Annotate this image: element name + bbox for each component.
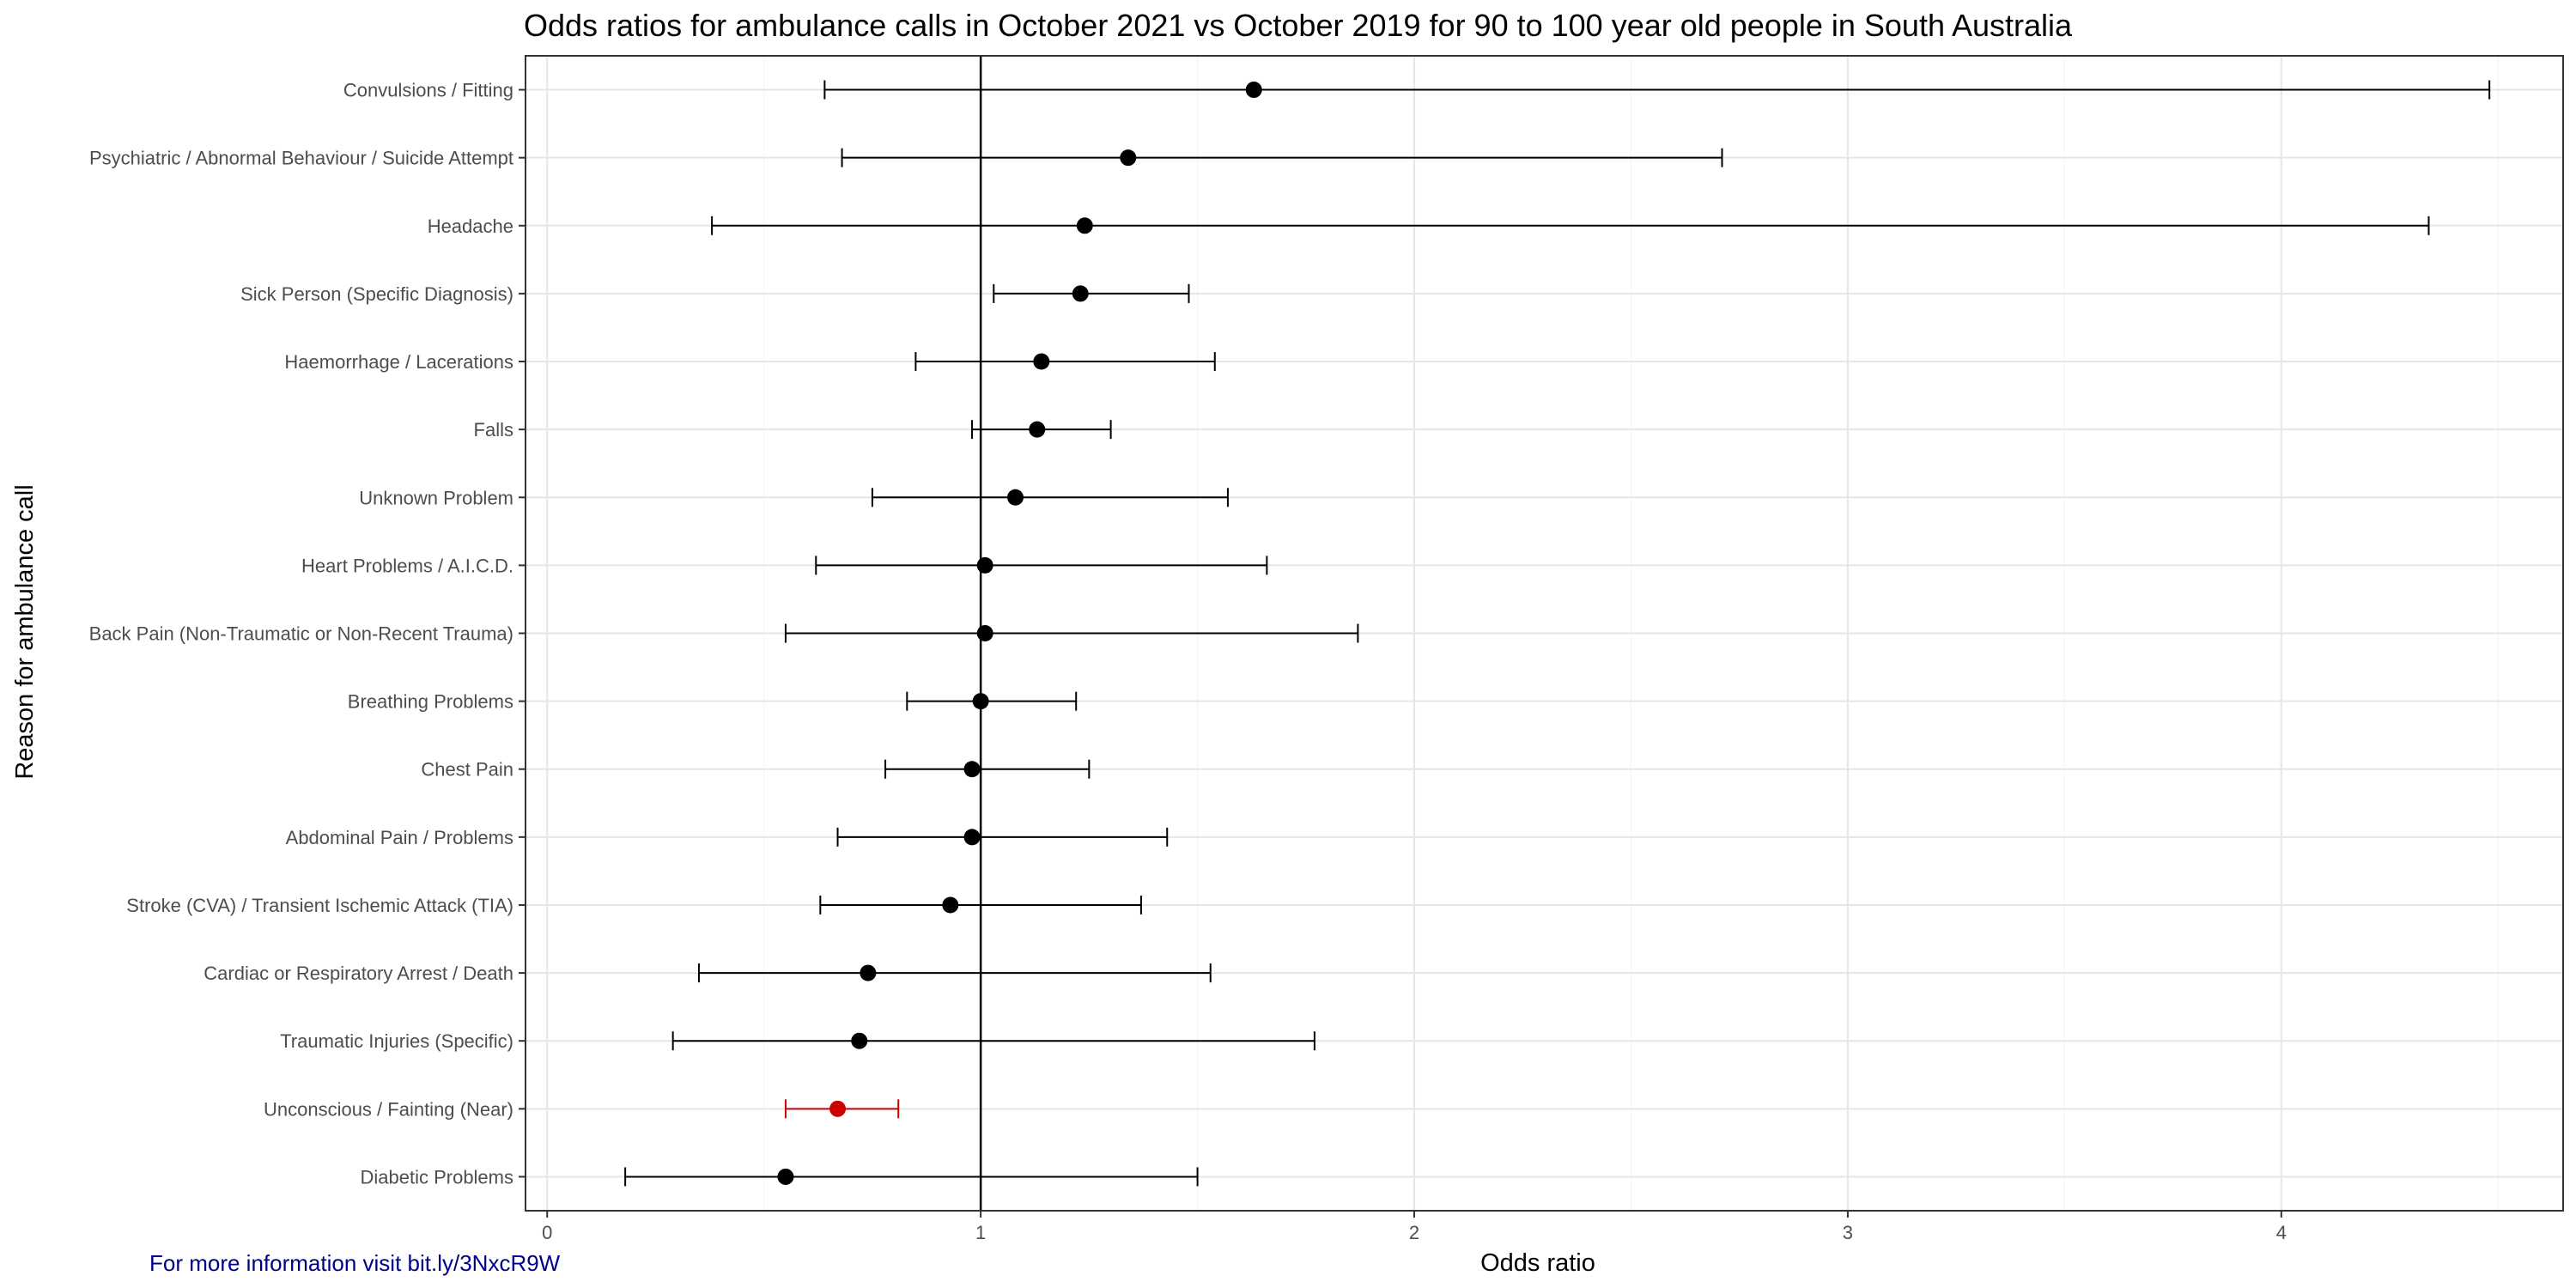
odds-ratio-point <box>860 964 877 981</box>
y-tick-label: Chest Pain <box>421 759 513 781</box>
y-tick-label: Unconscious / Fainting (Near) <box>264 1098 513 1120</box>
odds-ratio-point <box>1007 489 1024 506</box>
x-tick-label: 0 <box>542 1222 552 1243</box>
y-tick-label: Sick Person (Specific Diagnosis) <box>240 283 513 305</box>
y-tick-label: Diabetic Problems <box>360 1166 513 1188</box>
x-tick-label: 2 <box>1409 1222 1419 1243</box>
odds-ratio-point <box>829 1100 847 1117</box>
y-tick-label: Abdominal Pain / Problems <box>286 827 513 848</box>
odds-ratio-point <box>1033 353 1050 370</box>
odds-ratio-point <box>1076 217 1093 234</box>
odds-ratio-point <box>976 556 993 574</box>
odds-ratio-point <box>1245 82 1262 99</box>
odds-ratio-point <box>972 693 989 710</box>
y-tick-label: Heart Problems / A.I.C.D. <box>301 555 513 576</box>
odds-ratio-point <box>1072 285 1089 302</box>
panel-border <box>525 55 2564 1212</box>
x-tick-label: 1 <box>975 1222 986 1243</box>
x-axis-title: Odds ratio <box>1480 1249 1595 1277</box>
y-tick-label: Cardiac or Respiratory Arrest / Death <box>204 963 513 984</box>
y-tick-label: Falls <box>474 419 513 440</box>
odds-ratio-point <box>851 1032 868 1049</box>
x-tick-label: 3 <box>1843 1222 1853 1243</box>
odds-ratio-point <box>1029 421 1046 438</box>
y-tick-label: Back Pain (Non-Traumatic or Non-Recent T… <box>89 623 513 645</box>
marks <box>624 80 2491 1187</box>
odds-ratio-point <box>976 625 993 641</box>
odds-ratio-point <box>963 761 981 778</box>
y-tick-label: Unknown Problem <box>359 487 513 508</box>
y-tick-label: Haemorrhage / Lacerations <box>284 351 513 373</box>
y-tick-label: Traumatic Injuries (Specific) <box>280 1030 513 1052</box>
odds-ratio-point <box>963 829 981 846</box>
axes: Convulsions / Fitting Psychiatric / Abnor… <box>89 80 2287 1243</box>
y-tick-label: Headache <box>428 216 513 237</box>
y-tick-label: Stroke (CVA) / Transient Ischemic Attack… <box>126 895 513 916</box>
y-tick-label: Breathing Problems <box>348 691 513 713</box>
odds-ratio-point <box>777 1168 794 1185</box>
y-tick-label: Convulsions / Fitting <box>343 80 513 101</box>
odds-ratio-point <box>1120 149 1137 167</box>
odds-ratio-point <box>942 896 959 914</box>
x-tick-label: 4 <box>2276 1222 2287 1243</box>
source-caption: For more information visit bit.ly/3NxcR9… <box>149 1250 561 1276</box>
y-axis-title: Reason for ambulance call <box>11 484 39 779</box>
chart-title: Odds ratios for ambulance calls in Octob… <box>524 8 2073 43</box>
y-tick-label: Psychiatric / Abnormal Behaviour / Suici… <box>89 148 513 169</box>
